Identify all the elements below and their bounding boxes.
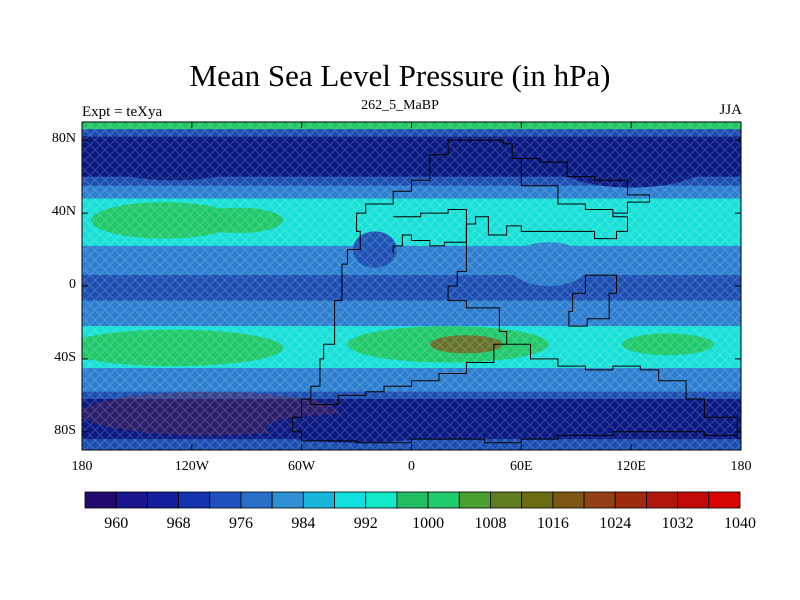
y-tick-label: 80N bbox=[51, 131, 76, 147]
colorbar-box bbox=[521, 491, 554, 509]
coastlines bbox=[292, 139, 738, 444]
colorbar-box bbox=[240, 491, 273, 509]
coastline-inner-sea bbox=[392, 208, 467, 254]
x-tick-label: 180 bbox=[730, 459, 752, 474]
colorbar-label: 1024 bbox=[599, 515, 632, 532]
dither-overlay bbox=[82, 122, 741, 450]
experiment-label: Expt = teXya bbox=[82, 104, 163, 120]
colorbar-box bbox=[178, 491, 211, 509]
colorbar-label: 1040 bbox=[724, 515, 756, 532]
colorbar-box bbox=[677, 491, 710, 509]
colorbar-box bbox=[583, 491, 616, 509]
x-tick-label: 120W bbox=[174, 459, 209, 474]
coastline-pangea-main bbox=[292, 139, 738, 444]
y-tick-label: 0 bbox=[69, 277, 76, 292]
map-ticks bbox=[81, 122, 742, 450]
x-tick-label: 180 bbox=[71, 459, 93, 474]
y-tick-label: 40S bbox=[54, 349, 76, 365]
chart-subtitle: 262_5_MaBP bbox=[361, 98, 439, 113]
colorbar-box bbox=[115, 491, 148, 509]
colorbar-label: 968 bbox=[166, 515, 191, 532]
colorbar-box bbox=[84, 491, 117, 509]
chart-title: Mean Sea Level Pressure (in hPa) bbox=[189, 58, 611, 93]
x-tick-label: 120E bbox=[616, 459, 646, 474]
colorbar-label: 992 bbox=[353, 515, 378, 532]
colorbar-box bbox=[209, 491, 242, 509]
coastline-south-east bbox=[506, 343, 738, 436]
colorbar-box bbox=[365, 491, 398, 509]
colorbar-box bbox=[490, 491, 523, 509]
x-tick-label: 60E bbox=[510, 459, 533, 474]
colorbar-box bbox=[146, 491, 179, 509]
colorbar bbox=[84, 491, 741, 509]
colorbar-box bbox=[708, 491, 741, 509]
colorbar-box bbox=[552, 491, 585, 509]
x-tick-label: 0 bbox=[408, 459, 415, 474]
coastline-north-east-arm bbox=[512, 157, 650, 217]
colorbar-box bbox=[646, 491, 679, 509]
colorbar-label: 984 bbox=[291, 515, 316, 532]
coastline-east-island bbox=[568, 274, 618, 327]
colorbar-box bbox=[427, 491, 460, 509]
colorbar-box bbox=[334, 491, 367, 509]
colorbar-box bbox=[271, 491, 304, 509]
coastline-west-edge bbox=[310, 203, 385, 399]
colorbar-label: 960 bbox=[104, 515, 129, 532]
colorbar-label: 1000 bbox=[412, 515, 445, 532]
colorbar-label: 1016 bbox=[536, 515, 569, 532]
colorbar-label: 1032 bbox=[661, 515, 694, 532]
colorbar-box bbox=[458, 491, 491, 509]
season-label: JJA bbox=[719, 102, 742, 118]
colorbar-box bbox=[302, 491, 335, 509]
colorbar-box bbox=[396, 491, 429, 509]
y-tick-label: 40N bbox=[51, 204, 76, 220]
y-tick-label: 80S bbox=[54, 422, 76, 438]
colorbar-label: 976 bbox=[228, 515, 253, 532]
colorbar-box bbox=[614, 491, 647, 509]
map-field bbox=[82, 122, 741, 450]
x-tick-label: 60W bbox=[288, 459, 316, 474]
colorbar-label: 1008 bbox=[474, 515, 507, 532]
